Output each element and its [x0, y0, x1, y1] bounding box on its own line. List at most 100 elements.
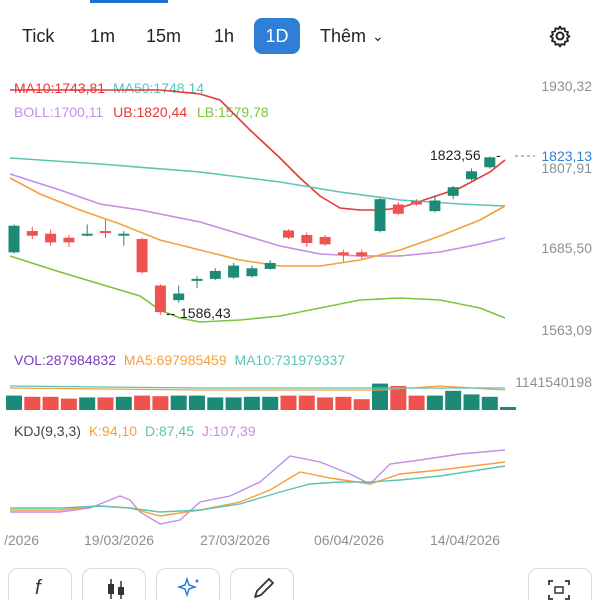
kdj-k-value: K:94,10 — [88, 423, 138, 439]
volume-bar — [481, 396, 498, 410]
lb-line — [9, 255, 506, 323]
tab-tick[interactable]: Tick — [22, 26, 55, 46]
candle-body — [81, 233, 93, 236]
price-axis-upper: 1807,91 — [541, 160, 592, 176]
candle-body — [209, 270, 221, 279]
volume-bar — [262, 396, 279, 410]
vol-ma5-line — [9, 385, 506, 391]
candle-body — [374, 199, 386, 232]
volume-bar — [317, 397, 334, 410]
volume-bar — [390, 386, 407, 410]
candle-body — [246, 268, 258, 277]
volume-bars — [6, 383, 517, 410]
candle-body — [356, 252, 368, 257]
tab-1m[interactable]: 1m — [90, 26, 116, 46]
kdj-j-value: J:107,39 — [201, 423, 256, 439]
kdj-chart[interactable] — [0, 440, 520, 532]
kdj-d-value: D:87,45 — [144, 423, 195, 439]
volume-bar — [42, 396, 59, 410]
sparkle-icon — [176, 576, 199, 598]
high-annotation-marker: - — [496, 147, 501, 163]
candle-body — [173, 293, 185, 301]
volume-bar — [6, 395, 22, 410]
tab-1h[interactable]: 1h — [214, 26, 235, 46]
volume-bar — [445, 390, 462, 410]
tab-1d[interactable]: 1D — [254, 18, 300, 54]
price-chart[interactable]: 1823,56 - -- 1586,43 — [0, 60, 600, 350]
active-tab-indicator — [90, 0, 168, 3]
volume-bar — [500, 407, 517, 410]
price-axis-bottom: 1563,09 — [541, 322, 592, 338]
candle-body — [154, 285, 166, 313]
ai-button[interactable] — [156, 568, 220, 600]
date-label-0: /2026 — [4, 532, 40, 548]
volume-bar — [353, 399, 370, 410]
volume-bar — [60, 398, 77, 410]
tab-more[interactable]: Thêm ⌄ — [320, 18, 384, 54]
gear-icon[interactable] — [548, 24, 572, 48]
vol-ma5-value: MA5:697985459 — [123, 352, 227, 368]
volume-bar — [134, 395, 151, 410]
volume-bar — [97, 397, 114, 410]
volume-bar — [24, 396, 41, 410]
volume-bar — [79, 397, 96, 410]
candle-body — [118, 233, 130, 236]
volume-bar — [225, 397, 242, 410]
candle-body — [429, 200, 441, 212]
function-button[interactable]: f — [8, 568, 72, 600]
candle-body — [8, 225, 20, 253]
volume-bar — [298, 395, 315, 410]
candle-body — [63, 237, 75, 243]
current-price-label: 1823,13 — [541, 148, 592, 164]
volume-bar — [189, 395, 205, 410]
candle-body — [228, 265, 240, 278]
candle-body — [100, 231, 111, 234]
volume-bar — [243, 396, 260, 410]
volume-bar — [335, 396, 352, 410]
tab-15m[interactable]: 15m — [146, 26, 182, 46]
candle-body — [301, 235, 313, 244]
boll-legend: BOLL:1700,11 UB:1820,44 LB:1579,78 — [14, 104, 269, 120]
candle-body — [447, 187, 459, 196]
volume-bar — [408, 395, 425, 410]
timeframe-tabs: Tick 1m 15m 1h 1D Thêm ⌄ — [0, 18, 600, 58]
chevron-down-icon: ⌄ — [372, 28, 384, 44]
vol-value: VOL:287984832 — [14, 352, 116, 368]
volume-bar — [115, 396, 132, 410]
candle-body — [466, 171, 477, 180]
boll-value: BOLL:1700,11 — [14, 104, 104, 120]
volume-legend: VOL:287984832 MA5:697985459 MA10:7319793… — [14, 352, 345, 368]
draw-button[interactable] — [230, 568, 294, 600]
volume-bar — [463, 394, 480, 410]
date-label-1: 19/03/2026 — [84, 532, 155, 548]
tab-more-label: Thêm — [320, 26, 367, 46]
date-label-4: 14/04/2026 — [430, 532, 501, 548]
ma50-line — [9, 157, 506, 207]
volume-bar — [170, 395, 187, 410]
chart-type-button[interactable] — [82, 568, 146, 600]
kdj-j-line — [10, 449, 506, 525]
price-axis-mid: 1685,50 — [541, 240, 592, 256]
function-icon: f — [35, 577, 41, 599]
vol-ma10-value: MA10:731979337 — [234, 352, 346, 368]
low-annotation-marker: -- — [166, 305, 176, 321]
candle-body — [319, 237, 331, 245]
pen-icon — [254, 578, 274, 598]
candle-body — [136, 239, 148, 273]
date-label-3: 06/04/2026 — [314, 532, 385, 548]
volume-bar — [426, 395, 443, 410]
candle-body — [283, 230, 294, 238]
volume-bar — [152, 396, 169, 410]
volume-axis-max: 1141540198 — [515, 374, 592, 390]
ub-line — [9, 177, 506, 267]
price-axis-top: 1930,32 — [541, 78, 592, 94]
candle-body — [484, 157, 496, 168]
date-label-2: 27/03/2026 — [200, 532, 271, 548]
kdj-d-line — [10, 465, 506, 513]
volume-bar — [280, 395, 297, 410]
low-annotation: 1586,43 — [180, 305, 231, 321]
volume-chart[interactable] — [0, 376, 520, 412]
high-annotation: 1823,56 — [430, 147, 481, 163]
scan-button[interactable] — [528, 568, 592, 600]
candle-body — [264, 262, 276, 269]
